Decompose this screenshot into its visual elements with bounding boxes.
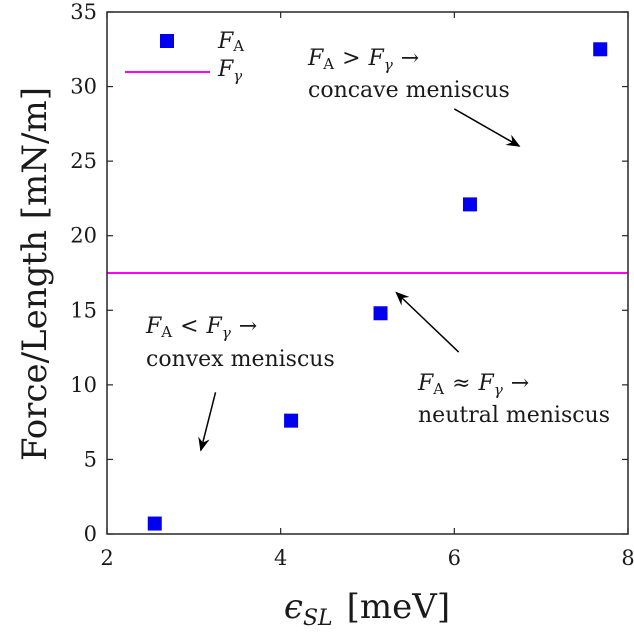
annotation-neutral: FA ≈ Fγ → neutral meniscus	[395, 291, 610, 428]
legend: FA Fγ	[125, 29, 244, 85]
annotation-convex-line2: convex meniscus	[146, 347, 335, 372]
y-tick-label: 25	[70, 149, 97, 173]
x-tick-label: 4	[274, 546, 287, 570]
fa-points-layer	[147, 42, 608, 531]
annotation-convex-line1: FA < Fγ →	[145, 314, 257, 342]
annotation-concave-arrow	[453, 108, 521, 147]
y-tick-label: 5	[84, 447, 97, 471]
plot-frame	[106, 11, 629, 535]
ticks-layer: 2 4 6 8 0 5 10 15 20 25 30 35	[70, 0, 634, 570]
fa-data-point	[284, 413, 299, 428]
y-tick-label: 20	[70, 224, 97, 248]
annotation-convex: FA < Fγ → convex meniscus	[145, 314, 335, 452]
fa-data-point	[593, 42, 608, 57]
y-tick-label: 30	[70, 75, 97, 99]
y-tick-label: 10	[70, 373, 97, 397]
x-axis-label: ϵSL [meV]	[284, 587, 450, 631]
legend-fa-label: FA	[217, 29, 244, 55]
x-tick-label: 8	[621, 546, 634, 570]
x-tick-label: 2	[100, 546, 113, 570]
annotation-neutral-arrow	[395, 291, 460, 353]
annotation-neutral-line1: FA ≈ Fγ →	[417, 371, 529, 399]
annotation-neutral-line2: neutral meniscus	[418, 403, 610, 428]
annotation-convex-arrow	[198, 392, 217, 452]
y-tick-label: 35	[70, 0, 97, 24]
annotation-concave: FA > Fγ → concave meniscus	[307, 46, 521, 147]
y-tick-label: 0	[84, 522, 97, 546]
fa-data-point	[147, 516, 162, 531]
legend-fgamma-label: Fγ	[217, 57, 242, 85]
legend-fa-marker	[160, 34, 174, 48]
y-axis-label: Force/Length [mN/m]	[15, 87, 55, 461]
y-tick-label: 15	[70, 298, 97, 322]
annotation-concave-line1: FA > Fγ →	[307, 46, 419, 74]
fa-data-point	[373, 306, 388, 321]
fa-data-point	[462, 197, 477, 212]
x-tick-label: 6	[448, 546, 461, 570]
annotation-concave-line2: concave meniscus	[308, 78, 510, 103]
